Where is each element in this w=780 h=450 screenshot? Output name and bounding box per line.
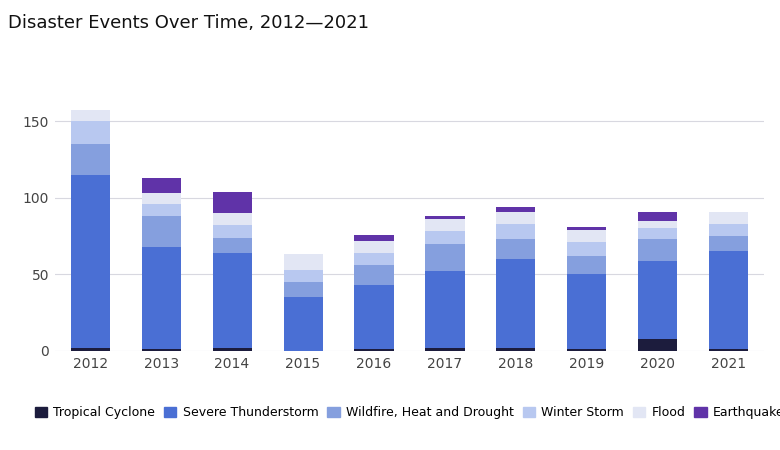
Bar <box>70 121 110 144</box>
Bar <box>141 204 181 216</box>
Bar <box>70 144 110 175</box>
Bar <box>567 227 607 230</box>
Bar <box>567 274 607 350</box>
Bar <box>709 224 749 236</box>
Bar <box>70 175 110 348</box>
Bar <box>212 348 252 351</box>
Bar <box>212 192 252 213</box>
Bar <box>70 348 110 351</box>
Bar <box>354 234 394 241</box>
Bar <box>638 221 678 229</box>
Bar <box>141 216 181 247</box>
Bar <box>567 350 607 351</box>
Bar <box>709 212 749 224</box>
Bar <box>283 270 323 282</box>
Bar <box>425 231 465 244</box>
Bar <box>496 212 536 224</box>
Bar <box>212 238 252 253</box>
Bar <box>354 285 394 350</box>
Bar <box>567 256 607 274</box>
Bar <box>567 230 607 242</box>
Bar <box>496 259 536 348</box>
Legend: Tropical Cyclone, Severe Thunderstorm, Wildfire, Heat and Drought, Winter Storm,: Tropical Cyclone, Severe Thunderstorm, W… <box>30 401 780 424</box>
Bar <box>425 244 465 271</box>
Bar <box>709 350 749 351</box>
Bar <box>638 212 678 221</box>
Bar <box>283 254 323 270</box>
Bar <box>283 282 323 297</box>
Bar <box>354 253 394 265</box>
Bar <box>709 252 749 350</box>
Bar <box>425 219 465 231</box>
Bar <box>638 239 678 261</box>
Bar <box>141 193 181 204</box>
Text: Disaster Events Over Time, 2012—2021: Disaster Events Over Time, 2012—2021 <box>8 14 369 32</box>
Bar <box>496 348 536 351</box>
Bar <box>141 350 181 351</box>
Bar <box>354 265 394 285</box>
Bar <box>496 239 536 259</box>
Bar <box>212 225 252 238</box>
Bar <box>496 224 536 239</box>
Bar <box>709 236 749 252</box>
Bar <box>70 110 110 121</box>
Bar <box>638 229 678 239</box>
Bar <box>212 213 252 225</box>
Bar <box>354 350 394 351</box>
Bar <box>567 242 607 256</box>
Bar <box>141 247 181 350</box>
Bar <box>283 297 323 351</box>
Bar <box>212 253 252 348</box>
Bar <box>496 207 536 211</box>
Bar <box>638 261 678 339</box>
Bar <box>638 339 678 351</box>
Bar <box>354 241 394 253</box>
Bar <box>141 178 181 193</box>
Bar <box>425 348 465 351</box>
Bar <box>425 216 465 219</box>
Bar <box>425 271 465 348</box>
